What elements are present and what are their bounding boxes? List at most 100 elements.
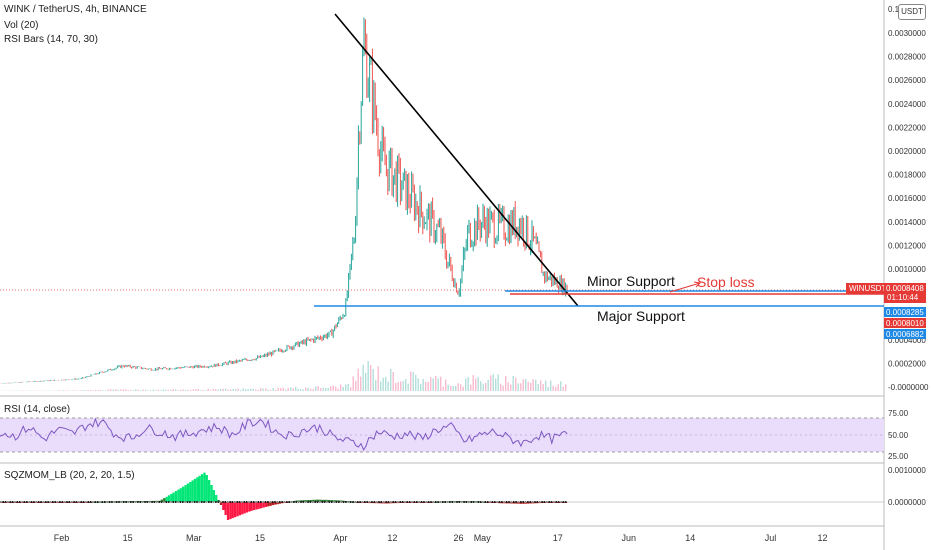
momentum-bar — [321, 499, 324, 503]
momentum-bar — [243, 502, 246, 514]
price-tick: 0.0030000 — [888, 29, 926, 38]
volume-bar — [175, 389, 177, 391]
squeeze-dot — [70, 501, 73, 503]
volume-bar — [425, 381, 427, 391]
volume-bar — [262, 388, 264, 391]
momentum-bar — [177, 489, 180, 502]
momentum-bar — [241, 502, 244, 515]
stop-loss-label: Stop loss — [697, 274, 755, 290]
momentum-bar — [179, 488, 182, 502]
volume-bar — [290, 387, 292, 391]
volume-bar — [170, 389, 172, 391]
squeeze-dot — [319, 501, 321, 503]
squeeze-dot — [198, 501, 201, 503]
price-tick: 0.0024000 — [888, 100, 926, 109]
rsi-bars-indicator-label[interactable]: RSI Bars (14, 70, 30) — [4, 34, 98, 45]
volume-bar — [135, 389, 137, 391]
volume-bar — [62, 390, 64, 391]
squeeze-dot — [442, 501, 444, 503]
price-series — [0, 17, 568, 384]
squeeze-dot — [153, 501, 156, 503]
squeeze-dot — [553, 501, 555, 503]
time-tick: 12 — [387, 533, 397, 543]
price-tick: 0.0002000 — [888, 359, 926, 368]
squeeze-dot — [520, 501, 522, 503]
volume-bar — [490, 375, 492, 391]
volume-bar — [550, 380, 552, 391]
squeeze-dot — [366, 501, 368, 503]
last-price-value: 0.0008408 — [886, 284, 924, 293]
momentum-bar — [170, 493, 173, 502]
volume-bar — [187, 389, 189, 391]
squeeze-dot — [28, 501, 30, 503]
squeeze-dot — [411, 501, 413, 503]
squeeze-dot — [425, 501, 428, 503]
momentum-bar — [248, 502, 251, 512]
currency-button[interactable]: USDT — [898, 4, 926, 20]
volume-bar — [507, 382, 509, 391]
volume-bar — [472, 375, 474, 391]
symbol-title[interactable]: WINK / TetherUS, 4h, BINANCE — [4, 4, 147, 15]
squeeze-dot — [182, 501, 184, 503]
volume-bar — [245, 389, 247, 391]
squeeze-dot — [120, 501, 123, 503]
squeeze-dot — [316, 501, 319, 503]
volume-bar — [65, 390, 67, 391]
volume-bar — [375, 380, 377, 391]
volume-bar — [427, 381, 429, 391]
volume-bar — [100, 390, 102, 391]
squeeze-dot — [42, 501, 45, 503]
volume-bar — [90, 390, 92, 391]
volume-bar — [280, 388, 282, 391]
squeeze-dot — [7, 501, 9, 503]
squeeze-dot — [401, 501, 404, 503]
squeeze-dot — [245, 501, 248, 503]
squeeze-dot — [264, 501, 267, 503]
squeeze-dot — [11, 501, 14, 503]
volume-bar — [460, 384, 462, 391]
volume-bar — [147, 390, 149, 391]
squeeze-dot — [212, 501, 215, 503]
momentum-bar — [312, 499, 315, 502]
time-tick: May — [474, 533, 492, 543]
volume-bar — [545, 380, 547, 391]
squeeze-dot — [208, 501, 210, 503]
squeeze-dot — [248, 501, 250, 503]
momentum-bar — [260, 502, 263, 509]
squeeze-dot — [295, 501, 298, 503]
symbol-badge-text: WINUSDT — [849, 284, 886, 293]
squeeze-dot — [515, 501, 517, 503]
time-tick: Jul — [765, 533, 777, 543]
squeeze-dot — [146, 501, 149, 503]
squeeze-dot — [453, 501, 456, 503]
squeeze-momentum-label[interactable]: SQZMOM_LB (20, 2, 20, 1.5) — [4, 470, 135, 481]
squeeze-dot — [177, 501, 179, 503]
volume-indicator-label[interactable]: Vol (20) — [4, 20, 39, 31]
squeeze-dot — [503, 501, 506, 503]
squeeze-dot — [479, 501, 482, 503]
rsi-indicator-label[interactable]: RSI (14, close) — [4, 404, 71, 415]
squeeze-dot — [118, 501, 120, 503]
trendline-drawing[interactable] — [334, 13, 579, 307]
squeeze-dot — [416, 501, 418, 503]
momentum-bar — [172, 492, 175, 502]
squeeze-dot — [73, 501, 75, 503]
volume-bar — [127, 390, 129, 391]
squeeze-dot — [307, 501, 309, 503]
squeeze-dot — [184, 501, 186, 503]
squeeze-dot — [193, 501, 196, 503]
volume-bar — [500, 383, 502, 391]
squeeze-dot — [541, 501, 543, 503]
squeeze-dot — [106, 501, 108, 503]
squeeze-dot — [222, 501, 224, 503]
squeeze-dot — [274, 501, 276, 503]
stop-loss-value: 0.0008010 — [886, 319, 924, 328]
volume-bar — [207, 388, 209, 391]
squeeze-dot — [2, 501, 4, 503]
price-tick: 0.0026000 — [888, 76, 926, 85]
squeeze-dot — [498, 501, 501, 503]
volume-bar — [495, 378, 497, 391]
squeeze-dot — [215, 501, 217, 503]
squeeze-dot — [531, 501, 534, 503]
